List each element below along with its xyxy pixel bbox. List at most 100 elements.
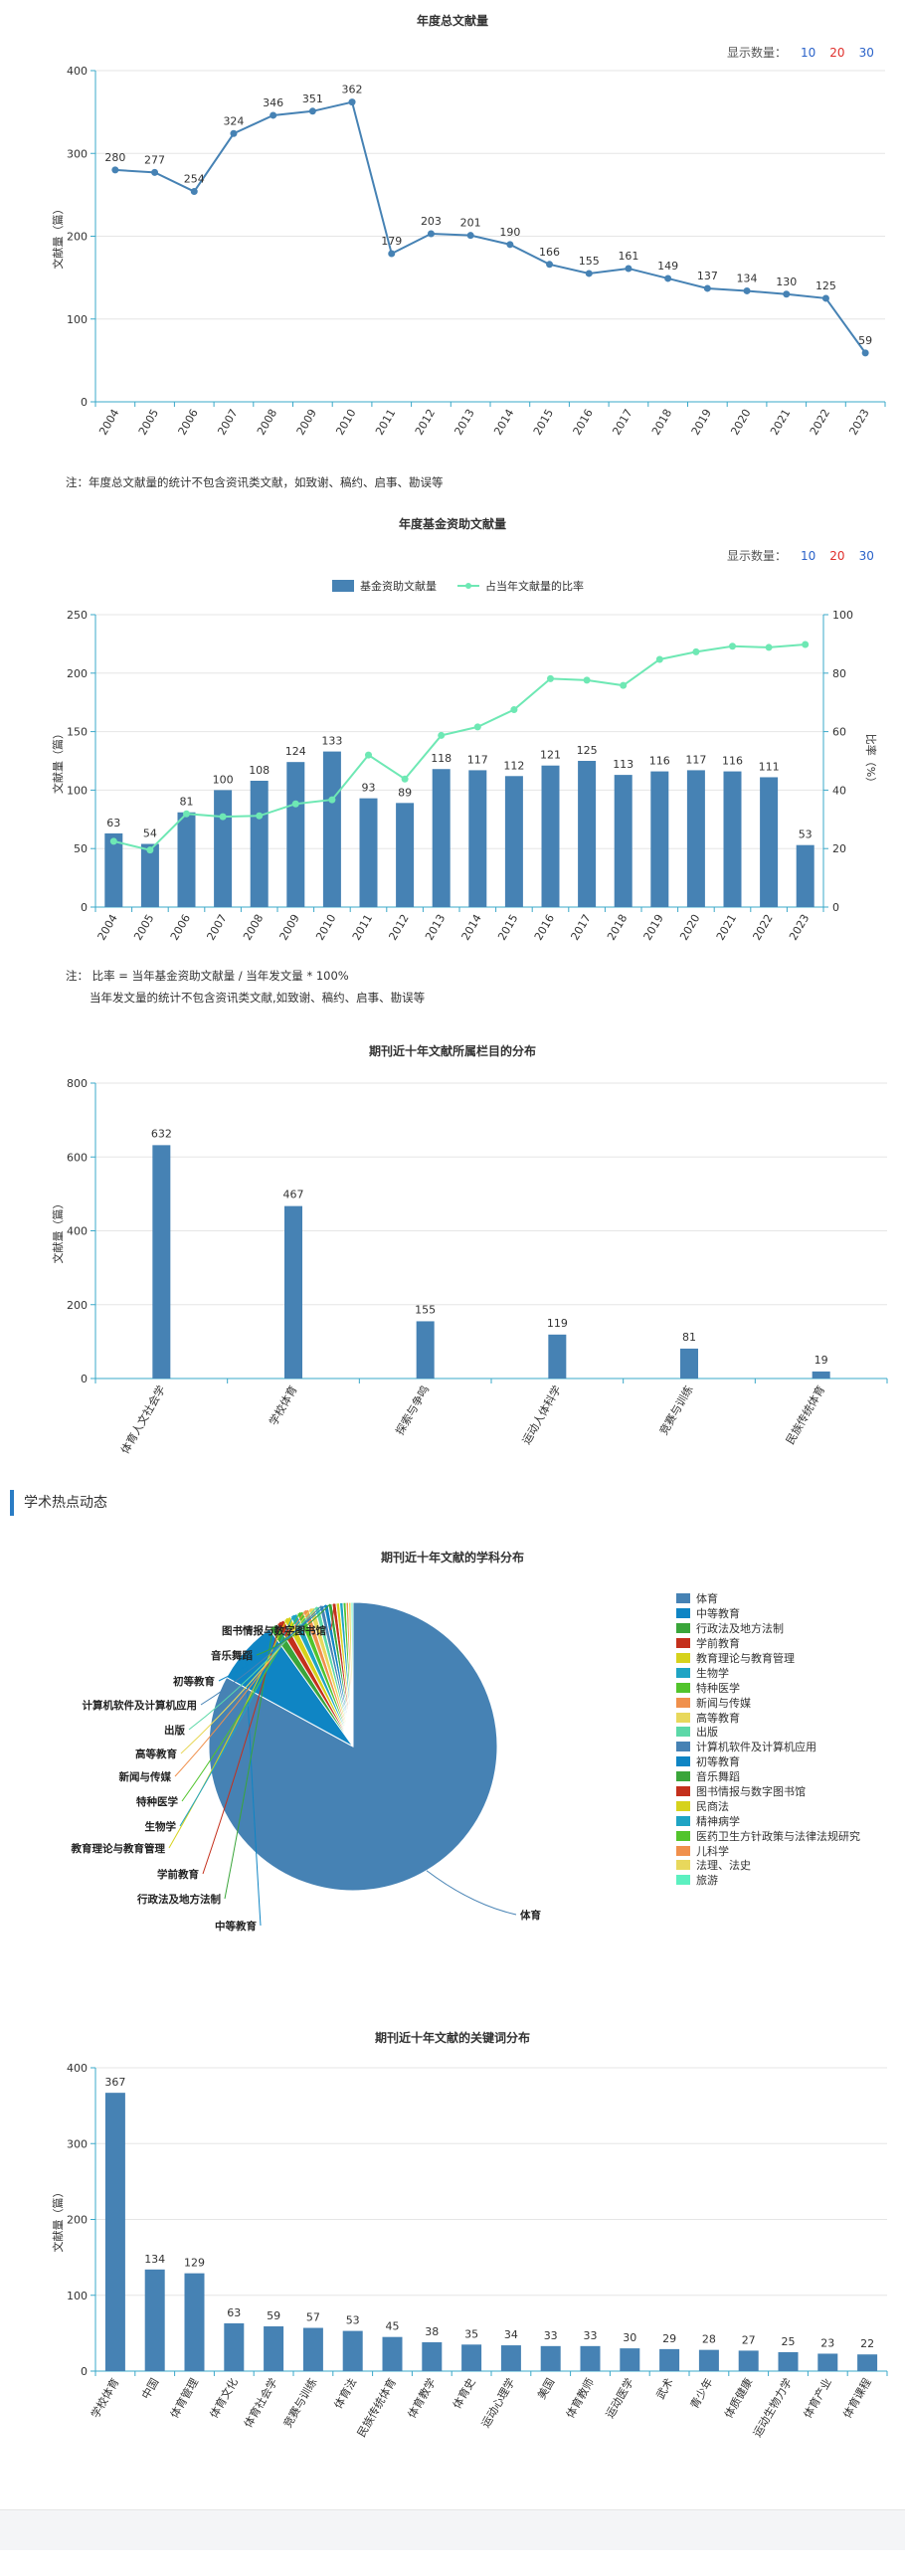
ratio-data-point [328,796,336,804]
ratio-data-point [510,706,518,714]
display-count-10[interactable]: 10 [801,46,816,60]
x-tick-label: 2011 [350,912,375,943]
display-count-10[interactable]: 10 [801,549,816,563]
x-tick-label: 2021 [714,912,739,943]
x-tick-label: 探索与争鸣 [393,1383,433,1438]
pie-callout-label: 体育 [520,1909,541,1922]
fund-chart-note-1: 注： 比率 = 当年基金资助文献量 / 当年发文量 * 100% [66,969,349,983]
pie-callout-label: 新闻与传媒 [119,1770,172,1783]
pie-callout-line [181,1611,301,1802]
keyword-bar-label: 38 [425,2325,439,2338]
pie-legend-item[interactable]: 特种医学 [676,1680,860,1695]
x-tick-label: 2018 [649,407,674,438]
column-bar [416,1321,435,1379]
keyword-bar-label: 33 [544,2329,558,2342]
fund-bar-label: 133 [321,735,342,748]
pie-legend-item[interactable]: 旅游 [676,1873,860,1888]
x-tick-label: 体育史 [450,2376,478,2412]
x-tick-label: 体育社会学 [241,2376,280,2431]
fund-bar [723,771,742,907]
pie-callout-label: 行政法及地方法制 [136,1893,221,1906]
keyword-bar [104,2093,125,2371]
y-tick-label: 300 [67,2137,88,2150]
pie-legend-item[interactable]: 法理、法史 [676,1858,860,1873]
column-bar-label: 81 [682,1331,696,1344]
pie-legend-item[interactable]: 民商法 [676,1798,860,1813]
x-tick-label: 2019 [641,912,666,943]
footer-bar [0,2509,905,2550]
y2-tick-label: 100 [832,609,853,622]
pie-legend-item[interactable]: 图书情报与数字图书馆 [676,1784,860,1799]
pie-legend-item[interactable]: 计算机软件及计算机应用 [676,1740,860,1754]
x-tick-label: 2008 [255,407,279,438]
keyword-bar [738,2350,759,2371]
pie-legend-item[interactable]: 精神病学 [676,1813,860,1828]
fund-bar [286,762,305,907]
pie-legend-item[interactable]: 体育 [676,1591,860,1606]
y2-tick-label: 80 [832,667,846,680]
keyword-bar [461,2344,482,2371]
x-tick-label: 体育法 [331,2376,360,2412]
x-tick-label: 竞赛与训练 [656,1383,696,1438]
display-count-30[interactable]: 30 [858,549,874,563]
x-tick-label: 2013 [452,407,476,438]
x-tick-label: 2016 [571,407,596,438]
x-tick-label: 体育课程 [840,2376,874,2421]
column-bar [812,1371,830,1379]
keyword-bar [857,2354,878,2371]
x-tick-label: 2013 [423,912,448,943]
keyword-bar [302,2327,323,2371]
pie-legend-item[interactable]: 中等教育 [676,1606,860,1621]
pie-legend-item[interactable]: 教育理论与教育管理 [676,1651,860,1666]
fund-bar [468,770,487,907]
x-tick-label: 2005 [136,407,161,438]
pie-legend-label: 音乐舞蹈 [696,1770,740,1784]
fund-bar-label: 54 [143,827,157,839]
display-count-30[interactable]: 30 [858,46,874,60]
y-tick-label: 50 [74,842,88,855]
subject-pie-legend: 体育 中等教育 行政法及地方法制 学前教育 教育理论与教育管理 生物学 特种医学 新闻与传媒高… [676,1591,860,1888]
y-tick-label: 300 [67,147,88,160]
display-count-20[interactable]: 20 [829,549,845,563]
pie-legend-label: 计算机软件及计算机应用 [696,1741,816,1754]
column-bar-label: 119 [547,1317,568,1330]
pie-callout-line [245,1650,262,1927]
column-bar [152,1145,171,1379]
pie-legend-item[interactable]: 行政法及地方法制 [676,1621,860,1636]
pie-legend-label: 法理、法史 [696,1859,751,1873]
annual-data-point [506,241,514,249]
display-count-20[interactable]: 20 [829,46,845,60]
pie-legend-item[interactable]: 生物学 [676,1665,860,1680]
pie-legend-item[interactable]: 学前教育 [676,1636,860,1651]
pie-legend-label: 教育理论与教育管理 [696,1652,795,1666]
pie-legend-swatch [676,1786,690,1797]
pie-legend-item[interactable]: 出版 [676,1725,860,1740]
pie-callout-line [168,1617,288,1849]
pie-legend-item[interactable]: 音乐舞蹈 [676,1769,860,1784]
pie-callout-label: 高等教育 [135,1748,177,1760]
y2-tick-label: 0 [832,901,839,914]
x-tick-label: 2009 [294,407,319,438]
pie-callout-line [174,1609,306,1777]
pie-legend-item[interactable]: 医药卫生方针政策与法律法规研究 [676,1828,860,1843]
pie-slice [350,1601,354,1748]
annual-chart-note: 注：年度总文献量的统计不包含资讯类文献，如致谢、稿约、启事、勘误等 [66,475,444,489]
x-tick-label: 学校体育 [266,1383,299,1428]
pie-callout-line [218,1604,327,1682]
pie-callout-label: 生物学 [145,1820,177,1833]
legend-label-fund: 基金资助文献量 [360,579,437,593]
annual-data-point [466,232,474,240]
pie-legend-item[interactable]: 高等教育 [676,1710,860,1725]
column-bar [548,1334,567,1379]
pie-legend-item[interactable]: 儿科学 [676,1843,860,1858]
pie-legend-swatch [676,1800,690,1811]
pie-callout-line [188,1606,317,1731]
x-tick-label: 2004 [96,407,121,438]
pie-legend-swatch [676,1608,690,1619]
pie-legend-item[interactable]: 初等教育 [676,1754,860,1769]
pie-legend-item[interactable]: 新闻与传媒 [676,1695,860,1710]
x-tick-label: 2004 [95,912,120,943]
x-tick-label: 2012 [413,407,438,438]
pie-callout-label: 学前教育 [157,1868,199,1881]
fund-bar-label: 53 [799,828,813,841]
